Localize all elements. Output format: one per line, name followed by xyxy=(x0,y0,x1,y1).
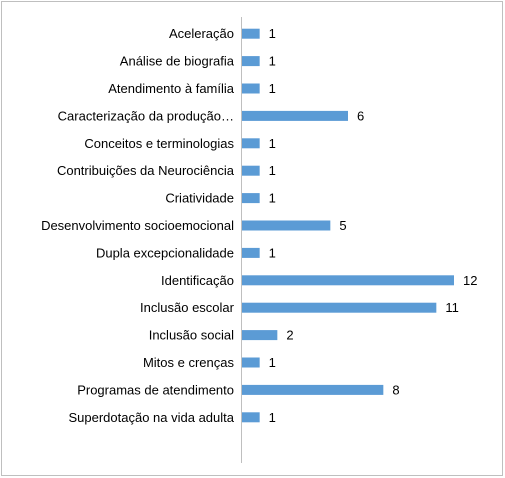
category-label-12: Mitos e crenças xyxy=(143,355,235,370)
bar-2 xyxy=(242,83,260,94)
value-label-7: 5 xyxy=(339,218,346,233)
bar-1 xyxy=(242,56,260,67)
value-label-4: 1 xyxy=(269,136,276,151)
value-label-3: 6 xyxy=(357,108,364,123)
bars-group xyxy=(242,28,454,423)
bar-14 xyxy=(242,412,260,423)
bar-3 xyxy=(242,110,348,121)
value-label-9: 12 xyxy=(463,273,477,288)
category-label-8: Dupla excepcionalidade xyxy=(96,245,234,260)
category-label-9: Identificação xyxy=(161,273,234,288)
category-label-6: Criatividade xyxy=(165,191,234,206)
value-label-2: 1 xyxy=(269,81,276,96)
category-label-11: Inclusão social xyxy=(149,328,234,343)
bar-5 xyxy=(242,165,260,176)
value-label-11: 2 xyxy=(286,328,293,343)
bar-9 xyxy=(242,275,454,286)
bar-12 xyxy=(242,357,260,368)
category-label-13: Programas de atendimento xyxy=(77,382,234,397)
category-label-4: Conceitos e terminologias xyxy=(84,136,234,151)
category-label-5: Contribuições da Neurociência xyxy=(57,163,235,178)
bar-6 xyxy=(242,193,260,204)
category-label-10: Inclusão escolar xyxy=(140,300,235,315)
value-label-0: 1 xyxy=(269,26,276,41)
value-label-8: 1 xyxy=(269,245,276,260)
value-label-5: 1 xyxy=(269,163,276,178)
category-label-2: Atendimento à família xyxy=(108,81,235,96)
category-label-14: Superdotação na vida adulta xyxy=(68,410,234,425)
category-labels-group: Aceleração Análise de biografia Atendiment… xyxy=(41,26,235,425)
bar-4 xyxy=(242,138,260,149)
bar-0 xyxy=(242,28,260,39)
bar-11 xyxy=(242,330,278,341)
category-label-0: Aceleração xyxy=(169,26,234,41)
bar-13 xyxy=(242,384,384,395)
category-label-3: Caracterização da produção… xyxy=(58,108,234,123)
bar-10 xyxy=(242,302,437,313)
value-label-10: 11 xyxy=(445,300,459,315)
value-label-12: 1 xyxy=(269,355,276,370)
category-label-1: Análise de biografia xyxy=(120,54,235,69)
value-label-1: 1 xyxy=(269,54,276,69)
bar-7 xyxy=(242,220,331,231)
bar-8 xyxy=(242,247,260,258)
value-label-13: 8 xyxy=(392,382,399,397)
value-label-14: 1 xyxy=(269,410,276,425)
category-label-7: Desenvolvimento socioemocional xyxy=(41,218,234,233)
value-label-6: 1 xyxy=(269,191,276,206)
